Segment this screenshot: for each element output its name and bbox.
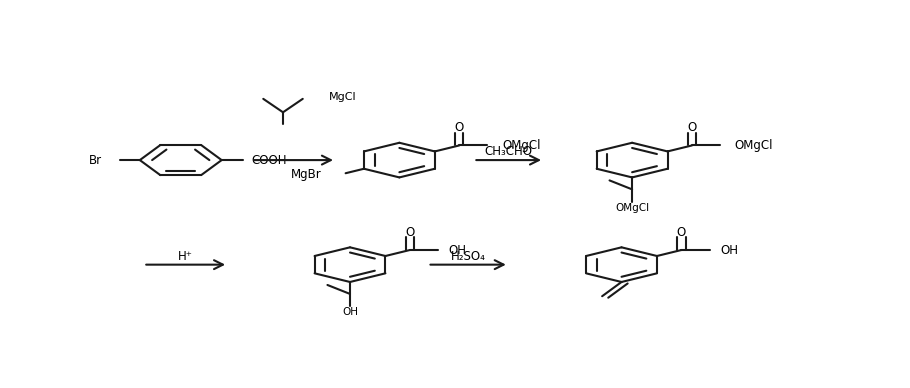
Text: OH: OH	[721, 244, 738, 256]
Text: MgCl: MgCl	[329, 92, 357, 102]
Text: Br: Br	[89, 154, 103, 166]
Text: O: O	[677, 225, 686, 239]
Text: H₂SO₄: H₂SO₄	[450, 250, 486, 263]
Text: OH: OH	[449, 244, 467, 256]
Text: O: O	[687, 121, 696, 134]
Text: OMgCl: OMgCl	[734, 139, 773, 152]
Text: O: O	[405, 225, 414, 239]
Text: CH₃CHO: CH₃CHO	[485, 145, 532, 158]
Text: MgBr: MgBr	[291, 168, 321, 181]
Text: OMgCl: OMgCl	[502, 139, 541, 152]
Text: OH: OH	[342, 307, 358, 317]
Text: O: O	[455, 121, 464, 134]
Text: H⁺: H⁺	[178, 250, 193, 263]
Text: COOH: COOH	[252, 154, 288, 166]
Text: OMgCl: OMgCl	[615, 203, 649, 213]
